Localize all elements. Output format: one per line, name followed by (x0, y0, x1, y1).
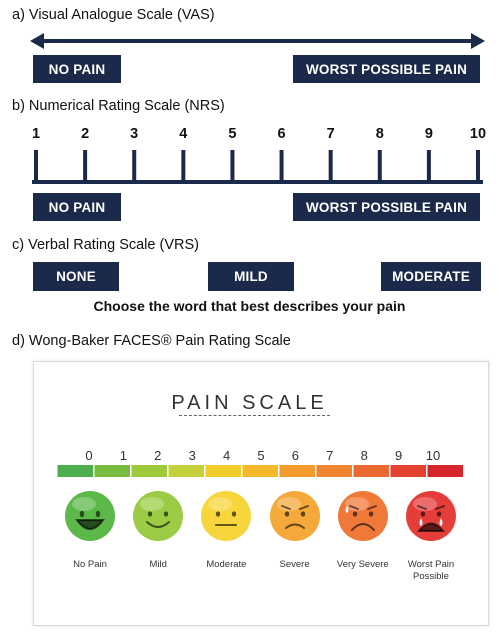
vrs-caption: Choose the word that best describes your… (93, 298, 406, 314)
crying-face-icon (406, 491, 456, 541)
faces-panel (33, 361, 489, 626)
pain-scale-title-underline (179, 415, 330, 416)
sad-face-icon (337, 491, 388, 541)
color-bar-segment-5 (242, 465, 278, 477)
color-bar-segment-10 (427, 465, 463, 477)
face-label-4: Very Severe (336, 559, 389, 570)
nrs-number-5: 5 (228, 126, 237, 142)
nrs-number-7: 7 (326, 126, 335, 142)
faces-number-2: 2 (154, 448, 162, 463)
faces-number-4: 4 (222, 448, 231, 463)
nrs-number-10: 10 (469, 126, 487, 142)
neutral-face-icon (201, 491, 252, 541)
frowning-face-icon (269, 491, 320, 541)
happy-face-icon (65, 491, 115, 541)
nrs-number-9: 9 (424, 126, 433, 142)
color-bar-segment-9 (390, 465, 426, 477)
faces-number-10: 10 (425, 448, 441, 463)
faces-heading: d) Wong-Baker FACES® Pain Rating Scale (12, 333, 291, 349)
vas-heading: a) Visual Analogue Scale (VAS) (12, 7, 215, 23)
color-bar-segment-1 (94, 465, 130, 477)
faces-number-1: 1 (119, 448, 128, 463)
faces-number-9: 9 (394, 448, 403, 463)
pain-scale-title: PAIN SCALE (171, 392, 328, 414)
face-label-0: No Pain (73, 559, 107, 570)
vrs-heading: c) Verbal Rating Scale (VRS) (12, 237, 199, 253)
faces-number-7: 7 (326, 448, 334, 463)
color-bar-segment-8 (353, 465, 389, 477)
nrs-ruler (32, 150, 483, 184)
nrs-number-3: 3 (130, 126, 139, 142)
nrs-number-8: 8 (375, 126, 384, 142)
face-label-1: Mild (149, 559, 167, 570)
nrs-worst-pain-label: WORST POSSIBLE PAIN (293, 193, 480, 221)
color-bar-segment-4 (205, 465, 241, 477)
nrs-no-pain-label: NO PAIN (33, 193, 121, 221)
nrs-heading: b) Numerical Rating Scale (NRS) (12, 98, 225, 114)
faces-number-3: 3 (188, 448, 196, 463)
faces-number-8: 8 (360, 448, 368, 463)
nrs-number-6: 6 (277, 126, 286, 142)
vas-worst-pain-label: WORST POSSIBLE PAIN (293, 55, 480, 83)
nrs-number-2: 2 (81, 126, 90, 142)
vas-double-arrow (30, 33, 485, 49)
color-bar-segment-6 (279, 465, 315, 477)
face-label-5: Worst Pain Possible (407, 559, 455, 582)
vas-no-pain-label: NO PAIN (33, 55, 121, 83)
color-bar-segment-0 (57, 465, 93, 477)
color-bar-segment-2 (131, 465, 167, 477)
color-bar-segment-3 (168, 465, 204, 477)
nrs-number-1: 1 (31, 126, 41, 142)
faces-number-6: 6 (291, 448, 300, 463)
vrs-word-moderate: MODERATE (381, 262, 481, 291)
faces-number-0: 0 (85, 448, 93, 463)
face-label-3: Severe (279, 559, 310, 570)
faces-number-5: 5 (257, 448, 265, 463)
nrs-number-4: 4 (179, 126, 188, 142)
face-label-2: Moderate (206, 559, 247, 570)
pain-color-bar (57, 465, 463, 477)
color-bar-segment-7 (316, 465, 352, 477)
vrs-word-none: NONE (33, 262, 119, 291)
vrs-word-mild: MILD (208, 262, 294, 291)
smiling-face-icon (133, 491, 184, 541)
